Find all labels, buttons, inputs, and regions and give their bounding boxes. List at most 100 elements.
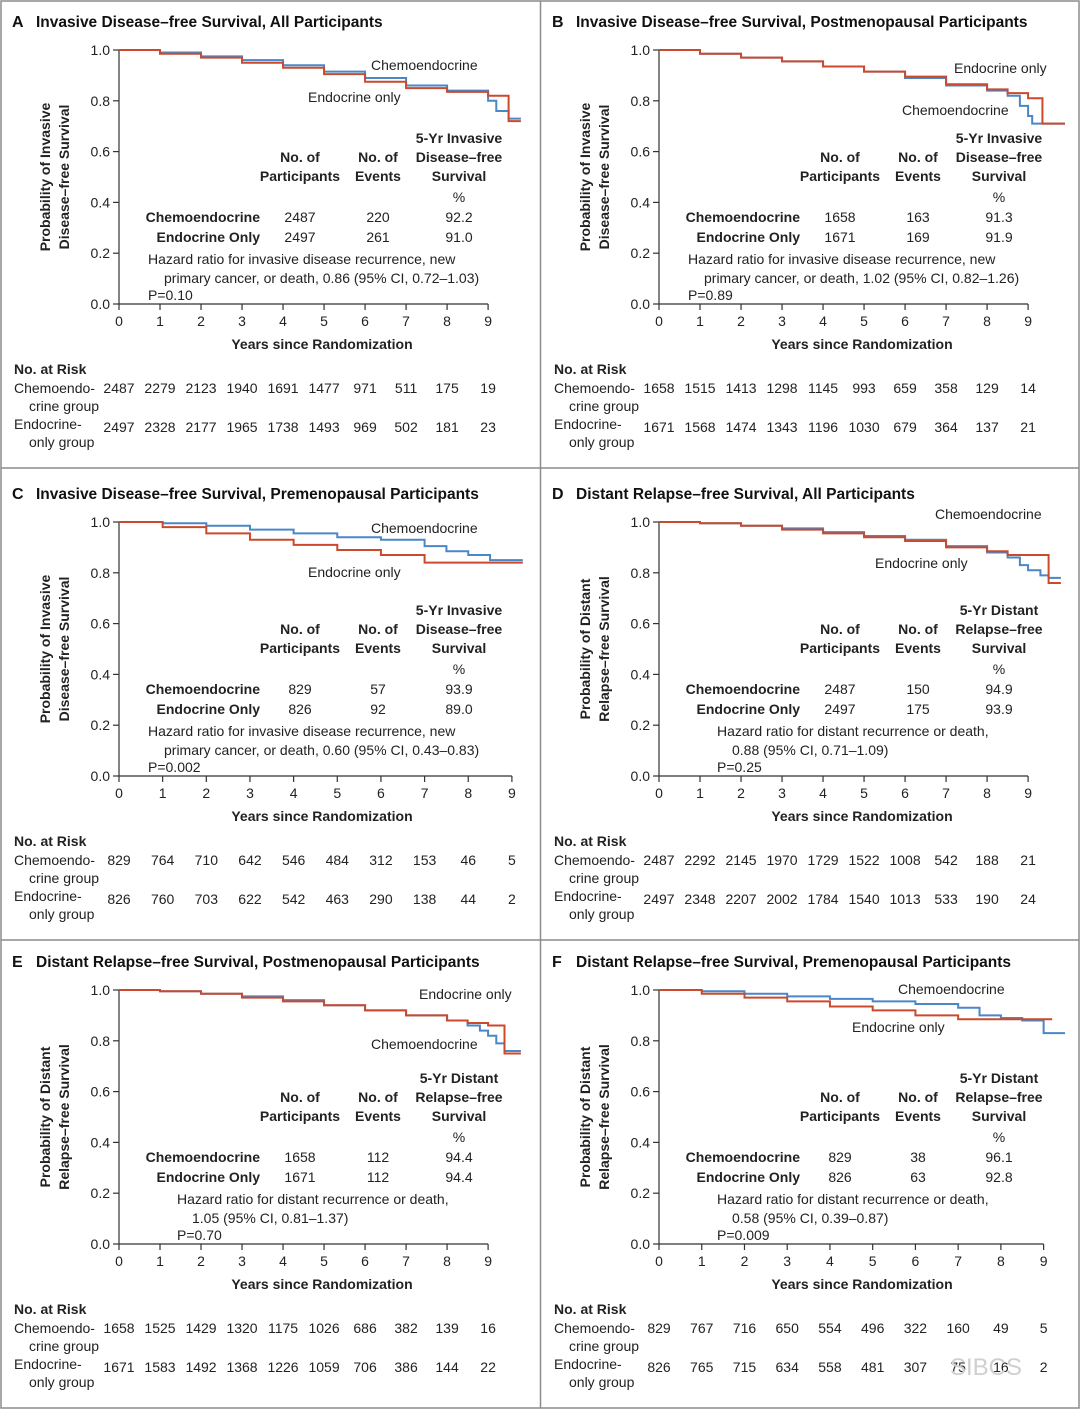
panel-a-at-risk-endo-value: 2328 [144, 419, 175, 435]
panel-a-x-tick-label: 1 [156, 313, 164, 329]
panel-A: A Invasive Disease–free Survival, All Par… [12, 14, 521, 450]
panel-a-at-risk-endo-value: 23 [480, 419, 496, 435]
panel-c-hazard-line-1: Hazard ratio for invasive disease recurr… [148, 723, 456, 739]
panel-d-survival-header-2: Relapse–free [955, 621, 1042, 637]
panel-a-endo-survival: 91.0 [445, 229, 472, 245]
panel-a-at-risk-chemo-value: 511 [395, 380, 418, 396]
panel-f-events-header-2: Events [895, 1108, 941, 1124]
panel-e-x-tick-label: 9 [484, 1253, 492, 1269]
panel-d-at-risk-chemo-value: 1970 [766, 852, 797, 868]
panel-c-endo-events: 92 [370, 701, 386, 717]
panel-d-x-tick-label: 1 [696, 785, 704, 801]
panel-e-survival-header-2: Relapse–free [415, 1089, 502, 1105]
panel-b-x-tick-label: 5 [860, 313, 868, 329]
panel-e-at-risk-chemo-value: 16 [480, 1320, 496, 1336]
panel-f-chemo-survival: 96.1 [985, 1149, 1012, 1165]
panel-e-chemo-events: 112 [367, 1149, 390, 1165]
panel-c-x-tick-label: 6 [377, 785, 385, 801]
panel-c-at-risk-endo-value: 703 [195, 891, 219, 907]
panel-d-at-risk-chemo-value: 1729 [807, 852, 838, 868]
panel-c-x-tick-label: 2 [202, 785, 210, 801]
panel-a-y-tick-label: 0.0 [91, 296, 111, 312]
panel-e-y-tick-label: 0.4 [91, 1134, 111, 1150]
panel-e-at-risk-endo-value: 1671 [103, 1359, 134, 1375]
panel-c-survival-header-1: 5-Yr Invasive [416, 602, 503, 618]
panel-c-at-risk-chemo-label-2: crine group [29, 870, 99, 886]
panel-a-at-risk-endo-label-1: Endocrine- [14, 416, 82, 432]
panel-b-at-risk-chemo-value: 1145 [808, 380, 838, 396]
panel-a-at-risk-chemo-value: 1477 [308, 380, 339, 396]
panel-b-survival-header-2: Disease–free [956, 149, 1043, 165]
panel-a-y-tick-label: 0.4 [91, 194, 111, 210]
panel-c-at-risk-endo-value: 44 [460, 891, 476, 907]
panel-a-at-risk-endo-value: 1738 [267, 419, 298, 435]
panel-d-chemo-curve [659, 521, 1061, 579]
panel-f-at-risk-chemo-value: 49 [993, 1320, 1009, 1336]
panel-a-x-tick-label: 5 [320, 313, 328, 329]
panel-b-at-risk-chemo-label-2: crine group [569, 398, 639, 414]
panel-d-x-tick-label: 5 [860, 785, 868, 801]
panel-a-at-risk-endo-value: 181 [435, 419, 459, 435]
panel-b-endo-participants: 1671 [824, 229, 855, 245]
panel-e-endo-participants: 1671 [284, 1169, 315, 1185]
panel-a-y-tick-label: 0.8 [91, 93, 111, 109]
panel-e-at-risk-chemo-value: 139 [435, 1320, 459, 1336]
panel-a-endo-participants: 2497 [284, 229, 315, 245]
panel-e-x-tick-label: 1 [156, 1253, 164, 1269]
panel-f-endo-participants: 826 [828, 1169, 852, 1185]
panel-c-endo-survival: 89.0 [445, 701, 472, 717]
panel-f-endo-row-label: Endocrine Only [697, 1169, 801, 1185]
panel-b-x-tick-label: 2 [737, 313, 745, 329]
panel-a-participants-header-1: No. of [280, 149, 320, 165]
panel-c-letter: C [12, 486, 24, 503]
panel-a-at-risk-endo-value: 1493 [308, 419, 339, 435]
panel-c-x-tick-label: 3 [246, 785, 254, 801]
panel-d-at-risk-chemo-value: 2145 [725, 852, 756, 868]
panel-b-y-label: Probability of Invasive Disease–free Surv… [577, 102, 612, 251]
panel-d-survival-header-1: 5-Yr Distant [960, 602, 1039, 618]
panel-f-x-tick-label: 8 [997, 1253, 1005, 1269]
panel-d-at-risk-chemo-value: 1008 [889, 852, 920, 868]
panel-a-endo-events: 261 [366, 229, 390, 245]
panel-a-letter: A [12, 14, 24, 31]
panel-d-y-label: Probability of Distant Relapse–free Survi… [577, 576, 612, 722]
panel-e-events-header-1: No. of [358, 1089, 398, 1105]
panel-f-hazard-line-1: Hazard ratio for distant recurrence or d… [717, 1191, 989, 1207]
panel-d-x-tick-label: 7 [942, 785, 950, 801]
panel-e-chemo-participants: 1658 [284, 1149, 315, 1165]
panel-c-y-tick-label: 0.6 [91, 616, 111, 632]
panel-b-letter: B [552, 14, 564, 31]
panel-d-x-label: Years since Randomization [771, 808, 952, 824]
panel-d-x-tick-label: 9 [1024, 785, 1032, 801]
panel-f-at-risk-endo-value: 765 [690, 1359, 714, 1375]
panel-b-hazard-line-1: Hazard ratio for invasive disease recurr… [688, 251, 996, 267]
panel-f-x-tick-label: 7 [954, 1253, 962, 1269]
panel-f-x-tick-label: 9 [1040, 1253, 1048, 1269]
panel-b-at-risk-endo-value: 679 [893, 419, 917, 435]
panel-f-at-risk-endo-value: 481 [861, 1359, 885, 1375]
panel-f-x-tick-label: 4 [826, 1253, 834, 1269]
panel-c-at-risk-chemo-value: 153 [413, 852, 437, 868]
panel-c-y-tick-label: 0.8 [91, 565, 111, 581]
panel-b-y-tick-label: 1.0 [631, 42, 651, 58]
panel-c-events-header-2: Events [355, 640, 401, 656]
panel-a-x-tick-label: 0 [115, 313, 123, 329]
panel-f-y-tick-label: 1.0 [631, 982, 651, 998]
panel-b-at-risk-title: No. at Risk [554, 361, 627, 377]
panel-c-y-tick-label: 0.0 [91, 768, 111, 784]
panel-c-y-tick-label: 1.0 [91, 514, 111, 530]
panel-c-at-risk-endo-value: 760 [151, 891, 175, 907]
panel-c-at-risk-chemo-value: 312 [369, 852, 393, 868]
panel-f-unit-label: % [993, 1129, 1005, 1145]
panel-e-participants-header-2: Participants [260, 1108, 340, 1124]
panel-a-at-risk-chemo-value: 1940 [226, 380, 257, 396]
panel-f-at-risk-chemo-value: 496 [861, 1320, 885, 1336]
panel-f-p-value: P=0.009 [717, 1227, 770, 1243]
panel-c-survival-header-3: Survival [432, 640, 486, 656]
panel-c-at-risk-endo-value: 622 [238, 891, 262, 907]
panel-c-participants-header-2: Participants [260, 640, 340, 656]
panel-c-at-risk-chemo-value: 46 [460, 852, 476, 868]
panel-b-chemo-row-label: Chemoendocrine [686, 209, 801, 225]
panel-c-participants-header-1: No. of [280, 621, 320, 637]
panel-f-at-risk-endo-value: 715 [733, 1359, 757, 1375]
